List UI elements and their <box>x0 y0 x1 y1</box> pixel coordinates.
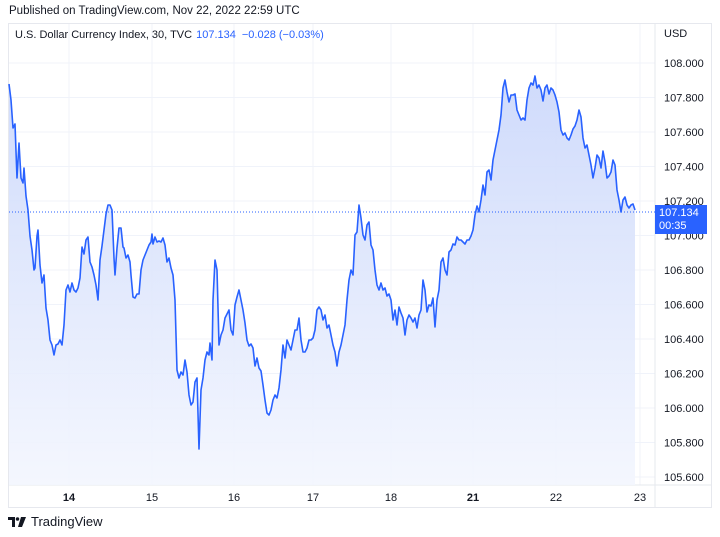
brand-name: TradingView <box>31 514 103 529</box>
time-tick: 14 <box>63 492 76 504</box>
time-tick: 16 <box>228 492 240 504</box>
badge-price: 107.134 <box>659 207 699 219</box>
tradingview-logo-icon <box>8 516 26 527</box>
price-scale[interactable]: 108.000 107.800 107.600 107.400 107.200 … <box>664 58 704 484</box>
time-tick: 17 <box>307 492 319 504</box>
time-tick: 21 <box>467 492 479 504</box>
price-tick: 107.600 <box>664 127 704 139</box>
price-change-value: −0.028 (−0.03%) <box>241 29 324 41</box>
price-tick: 107.400 <box>664 162 704 174</box>
last-price-value: 107.134 <box>196 29 236 41</box>
chart-frame <box>8 23 712 508</box>
price-tick: 107.800 <box>664 93 704 105</box>
time-tick: 15 <box>146 492 158 504</box>
tradingview-brand[interactable]: TradingView <box>8 514 103 529</box>
time-tick: 18 <box>385 492 397 504</box>
symbol-title: U.S. Dollar Currency Index, 30, TVC <box>15 29 193 41</box>
last-price-badge: 107.134 00:35 <box>655 205 707 234</box>
time-tick: 23 <box>634 492 646 504</box>
time-tick: 22 <box>550 492 562 504</box>
symbol-legend[interactable]: U.S. Dollar Currency Index, 30, TVC 107.1… <box>15 29 324 41</box>
price-tick: 106.200 <box>664 369 704 381</box>
currency-label: USD <box>664 28 688 40</box>
price-tick: 106.600 <box>664 300 704 312</box>
price-area-fill <box>9 76 635 485</box>
time-scale[interactable]: 14 15 16 17 18 21 22 23 <box>63 492 646 504</box>
price-tick: 108.000 <box>664 58 704 70</box>
price-tick: 106.400 <box>664 334 704 346</box>
price-tick: 106.000 <box>664 403 704 415</box>
published-caption: Published on TradingView.com, Nov 22, 20… <box>9 5 300 17</box>
price-tick: 105.600 <box>664 472 704 484</box>
price-line <box>8 75 636 450</box>
badge-countdown: 00:35 <box>659 220 687 232</box>
price-tick: 105.800 <box>664 438 704 450</box>
price-tick: 106.800 <box>664 265 704 277</box>
